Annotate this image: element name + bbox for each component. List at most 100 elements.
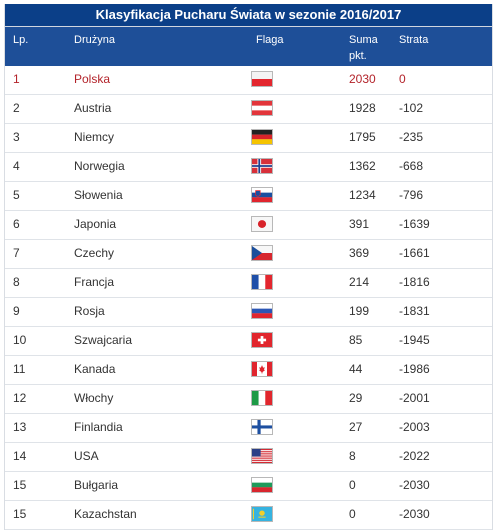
loss: -235 xyxy=(399,130,424,144)
points: 1362 xyxy=(349,159,376,173)
loss: -796 xyxy=(399,188,424,202)
canada-flag-icon xyxy=(251,361,273,377)
team-name: Japonia xyxy=(74,217,117,231)
rank: 14 xyxy=(13,449,27,463)
japan-flag-icon xyxy=(251,216,273,232)
austria-flag-icon xyxy=(251,100,273,116)
table-row: 8 Francja 214 -1816 xyxy=(5,269,492,298)
team-name: Francja xyxy=(74,275,115,289)
team-name: USA xyxy=(74,449,99,463)
header-team: Drużyna xyxy=(74,34,115,46)
table-row: 7 Czechy 369 -1661 xyxy=(5,240,492,269)
table-row: 3 Niemcy 1795 -235 xyxy=(5,124,492,153)
norway-flag-icon xyxy=(251,158,273,174)
header-points-line2: pkt. xyxy=(349,50,367,62)
points: 8 xyxy=(349,449,356,463)
italy-flag-icon xyxy=(251,390,273,406)
team-name: Polska xyxy=(74,72,111,86)
switzerland-flag-icon xyxy=(251,332,273,348)
rank: 2 xyxy=(13,101,20,115)
rank: 12 xyxy=(13,391,27,405)
loss: 0 xyxy=(399,72,406,86)
team-name: Kazachstan xyxy=(74,507,137,521)
points: 85 xyxy=(349,333,363,347)
rank: 5 xyxy=(13,188,20,202)
loss: -102 xyxy=(399,101,424,115)
team-name: Norwegia xyxy=(74,159,125,173)
team-name: Rosja xyxy=(74,304,105,318)
rank: 6 xyxy=(13,217,20,231)
kazakhstan-flag-icon xyxy=(251,506,273,522)
table-row: 15 Bułgaria 0 -2030 xyxy=(5,472,492,501)
rank: 4 xyxy=(13,159,20,173)
team-name: Austria xyxy=(74,101,112,115)
points: 391 xyxy=(349,217,370,231)
rank: 15 xyxy=(13,478,27,492)
france-flag-icon xyxy=(251,274,273,290)
rank: 1 xyxy=(13,72,20,86)
points: 29 xyxy=(349,391,363,405)
table-row: 6 Japonia 391 -1639 xyxy=(5,211,492,240)
points: 0 xyxy=(349,478,356,492)
rank: 7 xyxy=(13,246,20,260)
team-name: Szwajcaria xyxy=(74,333,133,347)
loss: -2003 xyxy=(399,420,430,434)
loss: -668 xyxy=(399,159,424,173)
loss: -2001 xyxy=(399,391,430,405)
rank: 9 xyxy=(13,304,20,318)
loss: -1639 xyxy=(399,217,430,231)
team-name: Niemcy xyxy=(74,130,115,144)
table-row: 5 Słowenia 1234 -796 xyxy=(5,182,492,211)
points: 199 xyxy=(349,304,370,318)
rank: 13 xyxy=(13,420,27,434)
loss: -1945 xyxy=(399,333,430,347)
loss: -1661 xyxy=(399,246,430,260)
table-header: Lp. Drużyna Flaga Suma pkt. Strata xyxy=(5,27,492,66)
germany-flag-icon xyxy=(251,129,273,145)
header-loss: Strata xyxy=(399,34,429,46)
team-name: Finlandia xyxy=(74,420,123,434)
table-row: 14 USA 8 -2022 xyxy=(5,443,492,472)
points: 0 xyxy=(349,507,356,521)
rank: 15 xyxy=(13,507,27,521)
points: 2030 xyxy=(349,72,376,86)
loss: -2030 xyxy=(399,478,430,492)
russia-flag-icon xyxy=(251,303,273,319)
team-name: Włochy xyxy=(74,391,114,405)
table-title: Klasyfikacja Pucharu Świata w sezonie 20… xyxy=(5,4,492,27)
points: 27 xyxy=(349,420,363,434)
czechia-flag-icon xyxy=(251,245,273,261)
rank: 10 xyxy=(13,333,27,347)
standings-table: Klasyfikacja Pucharu Świata w sezonie 20… xyxy=(4,4,493,530)
slovenia-flag-icon xyxy=(251,187,273,203)
table-row: 12 Włochy 29 -2001 xyxy=(5,385,492,414)
table-row: 10 Szwajcaria 85 -1945 xyxy=(5,327,492,356)
loss: -1986 xyxy=(399,362,430,376)
points: 1928 xyxy=(349,101,376,115)
points: 44 xyxy=(349,362,363,376)
finland-flag-icon xyxy=(251,419,273,435)
rank: 11 xyxy=(13,362,26,376)
usa-flag-icon xyxy=(251,448,273,464)
header-points-line1: Suma xyxy=(349,34,378,46)
points: 1795 xyxy=(349,130,376,144)
team-name: Kanada xyxy=(74,362,116,376)
team-name: Słowenia xyxy=(74,188,123,202)
team-name: Czechy xyxy=(74,246,115,260)
table-row: 13 Finlandia 27 -2003 xyxy=(5,414,492,443)
loss: -2022 xyxy=(399,449,430,463)
header-flag: Flaga xyxy=(256,34,284,46)
bulgaria-flag-icon xyxy=(251,477,273,493)
table-row: 11 Kanada 44 -1986 xyxy=(5,356,492,385)
header-lp: Lp. xyxy=(13,34,29,46)
points: 1234 xyxy=(349,188,376,202)
table-row: 9 Rosja 199 -1831 xyxy=(5,298,492,327)
rank: 3 xyxy=(13,130,20,144)
loss: -1831 xyxy=(399,304,430,318)
table-row: 4 Norwegia 1362 -668 xyxy=(5,153,492,182)
points: 369 xyxy=(349,246,370,260)
team-name: Bułgaria xyxy=(74,478,119,492)
poland-flag-icon xyxy=(251,71,273,87)
points: 214 xyxy=(349,275,370,289)
table-row: 1 Polska 2030 0 xyxy=(5,66,492,95)
